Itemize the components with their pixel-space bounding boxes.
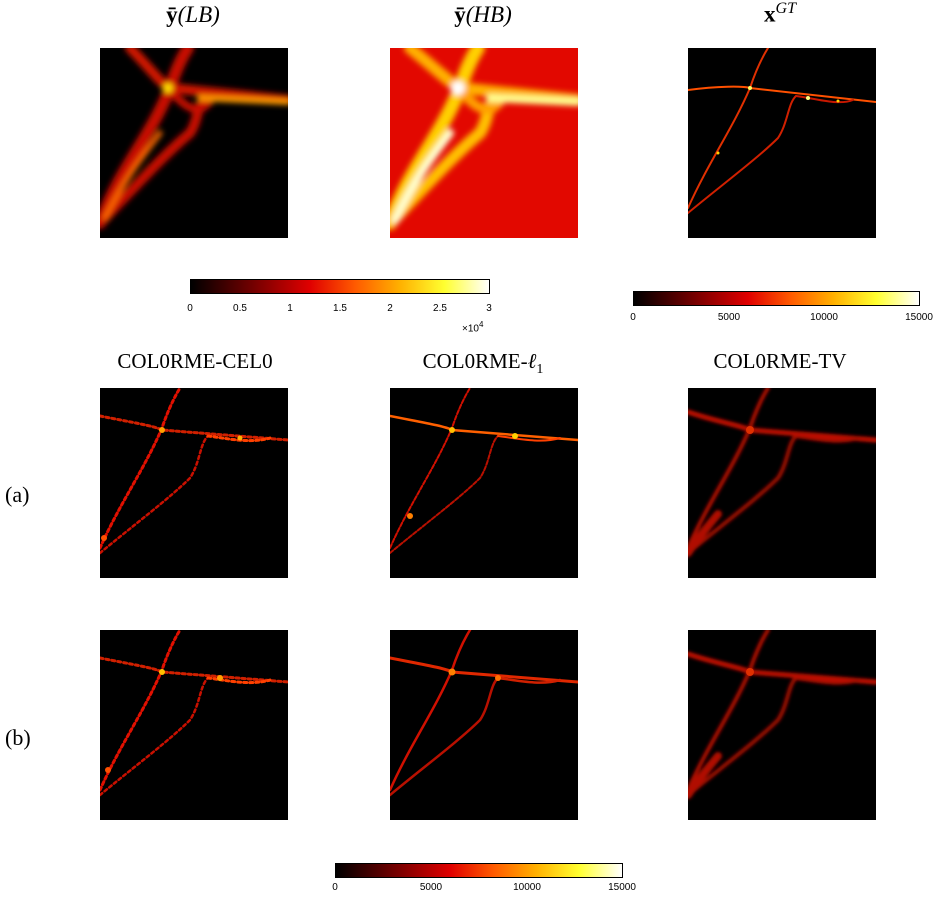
- row-label-a: (a): [5, 482, 30, 507]
- title-l1-prefix: COL0RME-: [422, 349, 528, 373]
- title-l1-sub: 1: [536, 362, 544, 378]
- image-a-tv: [688, 388, 876, 578]
- colorbar-top-left-ticks: 0 0.5 1 1.5 2 2.5 3: [187, 290, 492, 325]
- title-x-gt: xGT: [764, 0, 796, 27]
- title-y-hb: ȳ(HB): [454, 2, 512, 27]
- image-b-cel0: [100, 630, 288, 820]
- colorbar-bottom: [335, 863, 623, 878]
- tick: 10000: [810, 312, 838, 323]
- image-x-gt: [688, 48, 876, 238]
- tick: 1.5: [333, 303, 347, 314]
- tick: 2.5: [433, 303, 447, 314]
- tick: 5000: [717, 312, 741, 323]
- colorbar-multiplier-base: ×10: [462, 323, 479, 335]
- colorbar-multiplier: ×104: [462, 320, 483, 334]
- colorbar-top-left: [190, 279, 490, 294]
- colorbar-top-right: [633, 291, 920, 306]
- tick: 0: [187, 303, 193, 314]
- tick: 15000: [905, 312, 933, 323]
- row-label-b: (b): [5, 725, 31, 750]
- title-y-lb-arg: (LB): [177, 2, 220, 27]
- title-l1: COL0RME-ℓ1: [358, 349, 608, 378]
- image-b-l1: [390, 630, 578, 820]
- tick: 3: [486, 303, 492, 314]
- tick: 5000: [419, 882, 443, 893]
- tick: 2: [387, 303, 393, 314]
- title-tv: COL0RME-TV: [713, 349, 847, 373]
- title-y-hb-arg: (HB): [465, 2, 512, 27]
- title-cel0: COL0RME-CEL0: [117, 349, 273, 373]
- colorbar-bottom-ticks: 0 5000 10000 15000: [332, 878, 636, 898]
- colorbar-multiplier-exp: 4: [478, 320, 484, 329]
- image-b-tv: [688, 630, 876, 820]
- tick: 15000: [608, 882, 636, 893]
- tick: 0: [332, 882, 338, 893]
- title-x-gt-sup: GT: [775, 0, 796, 17]
- image-y-hb: [390, 48, 578, 238]
- tick: 0.5: [233, 303, 247, 314]
- tick: 0: [630, 312, 636, 323]
- title-l1-symbol: ℓ: [527, 349, 537, 373]
- title-y-lb: ȳ(LB): [166, 2, 220, 27]
- colorbar-top-right-ticks: 0 5000 10000 15000: [630, 306, 933, 326]
- tick: 1: [287, 303, 293, 314]
- image-a-cel0: [100, 388, 288, 578]
- image-y-lb: [100, 48, 288, 238]
- image-a-l1: [390, 388, 578, 578]
- tick: 10000: [513, 882, 541, 893]
